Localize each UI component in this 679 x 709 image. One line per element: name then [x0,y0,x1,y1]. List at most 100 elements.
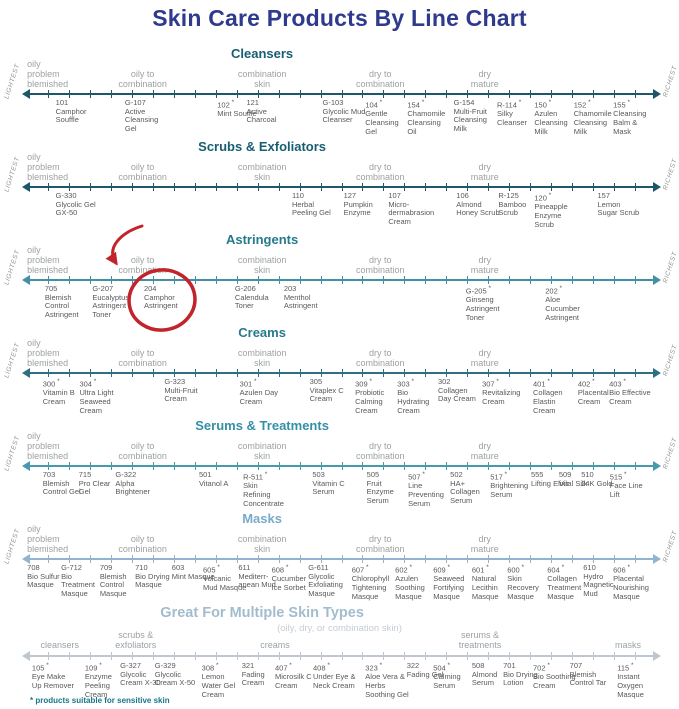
product-label: 510 24K Gold [581,470,625,488]
product-label: 705 Blemish Control Astringent [45,284,89,320]
sensitive-star: * [377,99,383,106]
product-name: Menthol Astringent [283,292,318,311]
product-name: Placental Nourishing Masque [613,574,649,601]
axis-tick [194,90,196,98]
product-code: 150 * [534,99,552,110]
axis-tick [592,369,594,377]
product-code: 604 * [547,564,565,575]
section-heading: Masks [242,511,282,526]
axis-tick [425,462,427,470]
axis-tick [572,652,574,660]
axis-tick [90,369,91,377]
product-code: 503 [312,470,325,479]
product-label: 608 * Cucumber Ice Sorbet [272,564,316,593]
axis-tick [299,652,301,660]
product-label: 610 Hydro Magnetic Mud [583,563,627,599]
axis-tick [467,183,469,191]
axis-tick [383,462,385,470]
axis-tick [215,652,217,660]
product-label: G-207 Eucalyptus Astringent Toner [92,284,136,320]
axis-tick [509,462,511,470]
product-code: 555 [530,470,544,479]
product-name: Aloe Cucumber Astringent [545,295,580,322]
product-name: Chamomile Cleansing Milk [573,109,612,136]
product-name: Cucumber Ice Sorbet [271,574,307,592]
product-code: 715 [78,470,92,479]
product-label: 300 * Vitamin B Cream [43,378,87,407]
product-label: 709 Blemish Control Masque [99,563,144,599]
scale-label: dry to combination [355,347,405,368]
product-label: G-322 Alpha Brightener [115,470,159,497]
axis-tick [69,462,71,470]
product-code: 600 * [507,564,525,575]
product-label: 304 * Ultra Light Seaweed Cream [79,378,123,415]
axis-tick [362,369,364,377]
sensitive-star: * [622,471,627,478]
product-label: 104 * Gentle Cleansing Gel [365,99,409,136]
axis-tick [572,555,574,563]
axis-tick [404,652,406,660]
axis-tick [69,555,71,563]
axis-arrowhead-left-icon [22,368,30,378]
section-serums-treatments: Serums & Treatments oily problem blemishe… [0,418,679,511]
axis-tick [173,462,175,470]
scale-label: dry mature [470,161,499,182]
sensitive-star: * [287,662,292,669]
product-code: 515 * [609,471,627,482]
product-name: Volcanic Mud Masque [203,574,247,592]
section-cleansers: Cleansers oily problem blemished oily to c… [0,46,679,139]
side-label-richest: RICHEST [662,157,679,192]
axis-arrowhead-left-icon [22,275,30,285]
product-code: 709 [99,563,113,572]
axis-tick [48,90,50,98]
product-code: 609 * [433,564,451,575]
axis-tick [320,555,322,563]
axis-tick [257,652,259,660]
product-name: Collagen Treatment Masque [547,574,582,601]
axis-tick [194,555,196,563]
product-code: 302 [437,377,451,386]
sensitive-star: * [519,564,525,571]
axis-tick [257,276,259,284]
product-code: 402 * [577,378,595,389]
section-heading: Astringents [225,232,299,247]
product-name: Glycolic Mud Cleanser [322,106,366,125]
axis-tick [467,652,469,660]
product-name: Probiotic Calming Cream [355,388,385,415]
product-label: 202 * Aloe Cucumber Astringent [545,285,589,322]
axis-tick [341,462,343,470]
axis-tick [194,183,196,191]
axis-tick [551,90,553,98]
product-label: 517 * Brightening Serum [490,471,534,500]
product-name: Seaweed Fortifying Masque [433,574,465,601]
axis-tick [446,555,448,563]
product-code: 104 * [365,99,383,110]
axis-tick [90,183,91,191]
product-code: 115 * [617,662,634,673]
axis-tick [446,90,448,98]
axis-tick [383,276,385,284]
product-code: 407 * [274,662,292,673]
product-code: R-125 [498,191,519,200]
product-code: 507 * [408,471,425,482]
product-code: 504 * [433,662,451,673]
scale-label: dry mature [470,68,499,89]
product-code: 308 * [201,662,219,673]
product-label: 509 Vital Silk [559,470,603,488]
product-code: 508 [471,661,485,670]
axis-tick [299,369,301,377]
scale-label: dry mature [470,533,499,554]
product-label: 154 * Chamomile Cleansing Oil [407,99,451,136]
scale-label: oily problem blemished [27,244,69,275]
product-name: Glycolic Cream X-30 [120,669,161,688]
product-name: Fruit Enzyme Serum [366,478,394,506]
axis-tick [299,183,301,191]
product-name: Bio Effective Cream [609,388,651,406]
sensitive-star: * [445,662,451,669]
sensitive-star: * [419,99,425,106]
product-code: 403 * [609,378,626,389]
product-name: Fading Gel [406,669,444,679]
axis-tick [467,369,469,377]
product-code: 106 [456,191,469,200]
product-code: 305 [309,377,323,386]
